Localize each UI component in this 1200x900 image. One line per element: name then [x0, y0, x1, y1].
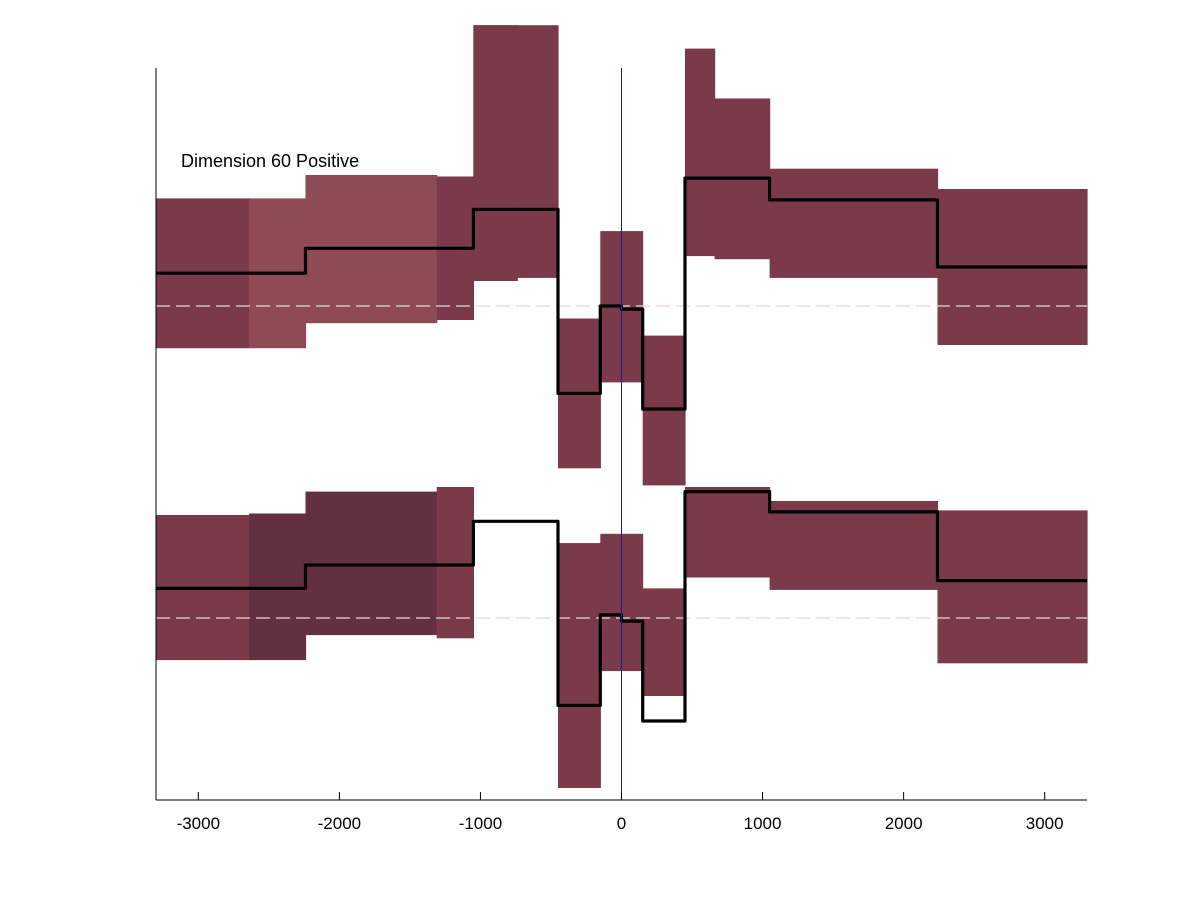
lower-band-segment-3 [436, 487, 474, 639]
x-tick-label-4: 1000 [744, 814, 782, 833]
upper-band-segment-11 [769, 168, 939, 278]
lower-band-segment-9 [769, 501, 939, 590]
lower-band-segment-1 [249, 513, 307, 661]
lower-band-segment-8 [685, 487, 771, 578]
x-tick-label-2: -1000 [459, 814, 502, 833]
lower-band-segment-4 [473, 25, 518, 282]
lower-band-segment-5 [558, 543, 601, 788]
x-tick-label-0: -3000 [177, 814, 220, 833]
lower-band-segment-2 [305, 491, 438, 636]
upper-band-segment-9 [685, 48, 716, 257]
lower-band-segment-7 [642, 588, 686, 696]
x-tick-label-5: 2000 [885, 814, 923, 833]
x-tick-label-6: 3000 [1026, 814, 1064, 833]
chart-annotation: Dimension 60 Positive [181, 151, 359, 171]
x-tick-label-3: 0 [617, 814, 626, 833]
x-tick-label-1: -2000 [318, 814, 361, 833]
upper-band-segment-5 [517, 25, 559, 278]
x-ticks: -3000 -2000 -1000 0 1000 2000 3000 [177, 792, 1064, 833]
lower-band-segment-10 [937, 510, 1088, 664]
